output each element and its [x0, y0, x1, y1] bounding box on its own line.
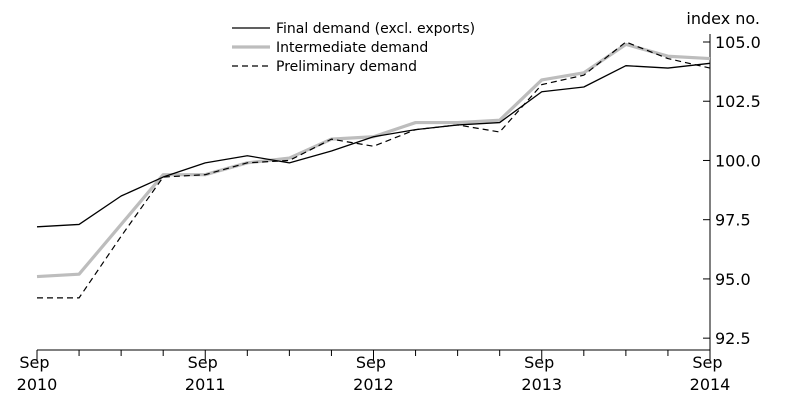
y-tick-label: 95.0	[715, 270, 751, 289]
series-line	[36, 62, 711, 228]
y-tick-label: 97.5	[715, 211, 751, 230]
x-tick-label: Sep 2012	[353, 353, 394, 394]
series-line	[36, 42, 711, 279]
series-line	[37, 41, 711, 299]
x-tick-label: Sep 2014	[690, 353, 731, 394]
x-tick-label: Sep 2010	[17, 353, 58, 394]
x-tick-label: Sep 2011	[185, 353, 226, 394]
legend-label: Preliminary demand	[276, 59, 417, 75]
y-tick-label: 105.0	[715, 33, 761, 52]
y-tick-label: 100.0	[715, 151, 761, 170]
y-tick-label: 92.5	[715, 329, 751, 348]
legend-label: Intermediate demand	[276, 40, 428, 56]
x-tick-label: Sep 2013	[521, 353, 562, 394]
y-axis-title: index no.	[686, 9, 760, 28]
legend-label: Final demand (excl. exports)	[276, 21, 475, 37]
y-tick-label: 102.5	[715, 92, 761, 111]
